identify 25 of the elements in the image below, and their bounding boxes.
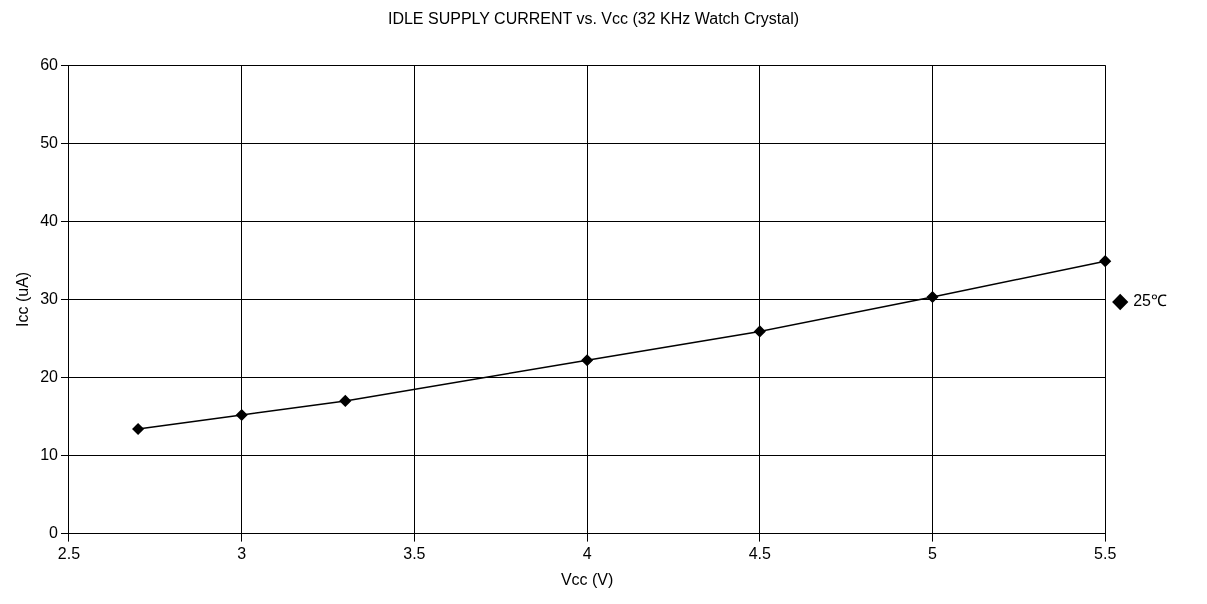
- point: [581, 354, 593, 367]
- point: [235, 409, 248, 421]
- x-tick-label: 3.5: [403, 544, 426, 562]
- y-tick-label: 0: [49, 524, 59, 542]
- point: [754, 325, 766, 338]
- point: [339, 395, 352, 407]
- y-axis-title: Icc (uA): [14, 271, 32, 327]
- x-tick-label: 4: [582, 544, 592, 562]
- x-tick-label: 2.5: [57, 544, 81, 562]
- chart-title: IDLE SUPPLY CURRENT vs. Vcc (32 KHz Watch Crystal): [387, 10, 800, 28]
- y-tick-label: 10: [40, 445, 59, 463]
- x-tick-label: 5.5: [1094, 544, 1117, 562]
- y-tick-label: 60: [40, 55, 59, 73]
- y-tick-label: 50: [40, 133, 59, 151]
- point: [926, 291, 939, 303]
- x-tick-label: 5: [928, 544, 938, 562]
- y-tick-label: 40: [40, 211, 59, 229]
- legend-label: 25℃: [1133, 292, 1167, 310]
- point: [132, 423, 144, 435]
- x-tick-label: 3: [237, 544, 247, 562]
- x-axis-title: Vcc (V): [560, 570, 614, 588]
- y-tick-label: 20: [40, 367, 59, 385]
- x-tick-label: 4.5: [748, 544, 772, 562]
- y-tick-label: 30: [40, 289, 59, 307]
- point: [1099, 255, 1111, 267]
